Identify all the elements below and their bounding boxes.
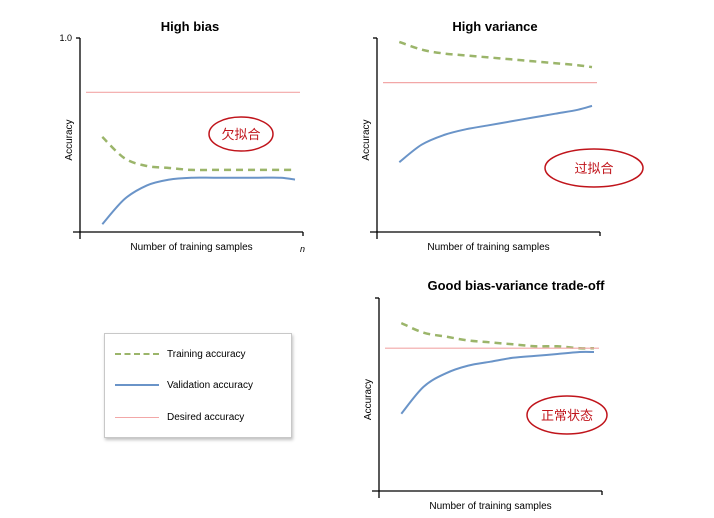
panel-2-ylabel: Accuracy (361, 119, 372, 160)
panel-2-annotation-ellipse (544, 148, 644, 188)
legend-label-validation: Validation accuracy (167, 379, 253, 391)
legend-item-desired: Desired accuracy (115, 409, 244, 425)
legend-swatch-desired (115, 416, 159, 418)
panel-2-series-training (398, 40, 593, 69)
panel-3-series-validation (400, 350, 595, 415)
legend-label-desired: Desired accuracy (167, 411, 245, 423)
legend-label-training: Training accuracy (167, 348, 246, 360)
panel-1-title: High bias (161, 19, 220, 34)
panel-1-series-validation (101, 176, 296, 225)
panel-3-ylabel: Accuracy (363, 379, 374, 420)
panel-3-xlabel: Number of training samples (429, 501, 551, 512)
legend-item-validation: Validation accuracy (115, 377, 253, 393)
panel-3-annotation-ellipse (526, 395, 608, 435)
panel-2-series-validation (398, 104, 593, 163)
legend-item-training: Training accuracy (115, 346, 246, 362)
panel-1-annotation-text: 欠拟合 (221, 127, 260, 142)
panel-3-series-training (400, 321, 595, 350)
panel-1-annotation-ellipse (208, 116, 274, 152)
legend: Training accuracy Validation accuracy De… (104, 333, 292, 438)
legend-swatch-training (115, 353, 159, 355)
panel-3-title: Good bias-variance trade-off (428, 278, 606, 293)
legend-swatch-validation (115, 384, 159, 386)
panel-3-annotation-text: 正常状态 (541, 408, 593, 423)
panel-1-xlabel: Number of training samples (130, 242, 252, 253)
panel-1-x-end-label: n (300, 244, 305, 254)
panel-1-ytick-label: 1.0 (59, 33, 72, 43)
panel-2-annotation-text: 过拟合 (574, 161, 613, 176)
panel-1-series-training (101, 136, 295, 172)
panel-2-xlabel: Number of training samples (427, 242, 549, 253)
panel-1-ylabel: Accuracy (64, 119, 75, 160)
panel-2-title: High variance (452, 19, 537, 34)
